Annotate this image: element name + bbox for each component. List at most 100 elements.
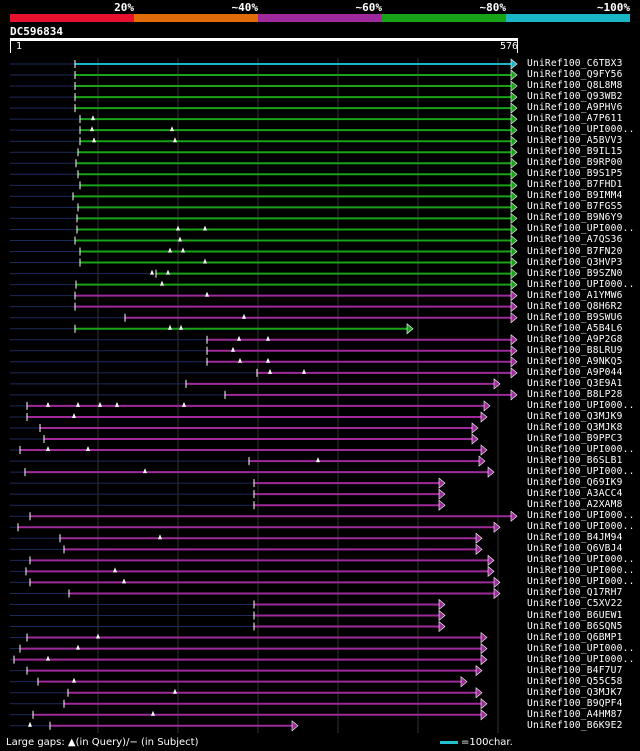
alignment-track[interactable] bbox=[10, 378, 501, 390]
alignment-track[interactable] bbox=[10, 345, 518, 357]
alignment-track[interactable] bbox=[10, 433, 479, 445]
alignment-track[interactable] bbox=[10, 477, 446, 489]
hit-label[interactable]: UniRef100_A9NKQ5 bbox=[527, 355, 623, 367]
hit-label[interactable]: UniRef100_B9N6Y9 bbox=[527, 212, 623, 224]
hit-label[interactable]: UniRef100_Q55C58 bbox=[527, 675, 623, 687]
hit-label[interactable]: UniRef100_C6TBX3 bbox=[527, 58, 623, 69]
hit-label[interactable]: UniRef100_A9P2G8 bbox=[527, 333, 623, 345]
hit-label[interactable]: UniRef100_B4JM94 bbox=[527, 532, 623, 544]
hit-label[interactable]: UniRef100_Q3MJK9 bbox=[527, 410, 623, 422]
alignment-track[interactable] bbox=[10, 676, 468, 688]
hit-label[interactable]: UniRef100_Q8H6R2 bbox=[527, 300, 623, 312]
alignment-track[interactable] bbox=[10, 598, 446, 611]
alignment-track[interactable] bbox=[10, 245, 518, 258]
hit-label[interactable]: UniRef100_B9IMM4 bbox=[527, 190, 623, 202]
alignment-track[interactable] bbox=[10, 212, 518, 225]
hit-label[interactable]: UniRef100_B9IL15 bbox=[527, 146, 623, 158]
alignment-track[interactable] bbox=[10, 334, 518, 346]
alignment-track[interactable] bbox=[10, 587, 501, 600]
alignment-track[interactable] bbox=[10, 289, 518, 302]
alignment-track[interactable] bbox=[10, 687, 483, 699]
alignment-track[interactable] bbox=[10, 124, 518, 136]
alignment-track[interactable] bbox=[10, 113, 518, 125]
hit-label[interactable]: UniRef100_B8LRU9 bbox=[527, 344, 623, 356]
hit-label[interactable]: UniRef100_B4F7U7 bbox=[527, 664, 623, 676]
hit-label[interactable]: UniRef100_A1YMW6 bbox=[527, 289, 623, 301]
hit-label[interactable]: UniRef100_B7FGS5 bbox=[527, 201, 623, 213]
alignment-track[interactable] bbox=[10, 411, 488, 423]
alignment-track[interactable] bbox=[10, 267, 518, 280]
hit-label[interactable]: UniRef100_UPI000.. bbox=[527, 278, 635, 290]
alignment-track[interactable] bbox=[10, 301, 518, 313]
alignment-track[interactable] bbox=[10, 499, 446, 511]
hit-label[interactable]: UniRef100_B7FHD1 bbox=[527, 179, 623, 191]
alignment-track[interactable] bbox=[10, 532, 483, 544]
hit-label[interactable]: UniRef100_Q93WB2 bbox=[527, 91, 623, 103]
hit-label[interactable]: UniRef100_UPI000.. bbox=[527, 521, 635, 533]
hit-label[interactable]: UniRef100_Q17RH7 bbox=[527, 587, 623, 599]
hit-label[interactable]: UniRef100_B9SWU6 bbox=[527, 311, 623, 323]
alignment-track[interactable] bbox=[10, 367, 518, 379]
hit-label[interactable]: UniRef100_Q6BMP1 bbox=[527, 631, 623, 643]
alignment-track[interactable] bbox=[10, 69, 518, 81]
alignment-track[interactable] bbox=[10, 543, 483, 555]
alignment-track[interactable] bbox=[10, 631, 488, 644]
hit-label[interactable]: UniRef100_Q3MJK7 bbox=[527, 686, 623, 698]
alignment-track[interactable] bbox=[10, 642, 488, 655]
hit-label[interactable]: UniRef100_C5XV22 bbox=[527, 598, 623, 610]
hit-label[interactable]: UniRef100_A3ACC4 bbox=[527, 488, 623, 500]
alignment-track[interactable] bbox=[10, 609, 446, 622]
alignment-track[interactable] bbox=[10, 389, 518, 401]
hit-label[interactable]: UniRef100_UPI000.. bbox=[527, 554, 635, 566]
hit-label[interactable]: UniRef100_UPI000.. bbox=[527, 565, 635, 577]
hit-label[interactable]: UniRef100_Q8L8M8 bbox=[527, 80, 623, 92]
hit-label[interactable]: UniRef100_A4HM87 bbox=[527, 708, 623, 720]
alignment-track[interactable] bbox=[10, 665, 483, 677]
hit-label[interactable]: UniRef100_A9P044 bbox=[527, 366, 623, 378]
hit-label[interactable]: UniRef100_Q9FY56 bbox=[527, 69, 623, 81]
alignment-track[interactable] bbox=[10, 256, 518, 269]
hit-label[interactable]: UniRef100_A2XAM8 bbox=[527, 499, 623, 511]
hit-label[interactable]: UniRef100_B6K9E2 bbox=[527, 719, 623, 731]
alignment-track[interactable] bbox=[10, 179, 518, 191]
hit-label[interactable]: UniRef100_UPI000.. bbox=[527, 466, 635, 478]
alignment-track[interactable] bbox=[10, 400, 491, 412]
alignment-track[interactable] bbox=[10, 91, 518, 103]
hit-label[interactable]: UniRef100_UPI000.. bbox=[527, 510, 635, 522]
hit-label[interactable]: UniRef100_Q3MJK8 bbox=[527, 421, 623, 433]
hit-label[interactable]: UniRef100_B6UEW1 bbox=[527, 609, 623, 621]
hit-label[interactable]: UniRef100_Q3HVP3 bbox=[527, 256, 623, 268]
hit-label[interactable]: UniRef100_B6SQN5 bbox=[527, 620, 623, 632]
hit-label[interactable]: UniRef100_UPI000.. bbox=[527, 124, 635, 136]
alignment-track[interactable] bbox=[10, 444, 488, 456]
hit-label[interactable]: UniRef100_B9SZN0 bbox=[527, 267, 623, 279]
hit-label[interactable]: UniRef100_UPI000.. bbox=[527, 223, 635, 235]
alignment-track[interactable] bbox=[10, 58, 518, 70]
alignment-track[interactable] bbox=[10, 576, 501, 589]
hit-label[interactable]: UniRef100_UPI000.. bbox=[527, 576, 635, 588]
hit-label[interactable]: UniRef100_B9RP00 bbox=[527, 157, 623, 169]
hit-label[interactable]: UniRef100_B6SLB1 bbox=[527, 455, 623, 467]
hit-label[interactable]: UniRef100_B7FN20 bbox=[527, 245, 623, 257]
alignment-track[interactable] bbox=[10, 168, 518, 180]
hit-label[interactable]: UniRef100_UPI000.. bbox=[527, 653, 635, 665]
hit-label[interactable]: UniRef100_UPI000.. bbox=[527, 444, 635, 456]
alignment-track[interactable] bbox=[10, 356, 518, 368]
alignment-track[interactable] bbox=[10, 201, 518, 214]
hit-label[interactable]: UniRef100_A5B4L6 bbox=[527, 322, 623, 334]
hit-label[interactable]: UniRef100_B9PPC3 bbox=[527, 433, 623, 445]
alignment-track[interactable] bbox=[10, 709, 488, 721]
alignment-track[interactable] bbox=[10, 157, 518, 169]
alignment-track[interactable] bbox=[10, 720, 299, 732]
hit-label[interactable]: UniRef100_B9QPF4 bbox=[527, 697, 623, 709]
hit-label[interactable]: UniRef100_A9PHV6 bbox=[527, 102, 623, 114]
alignment-track[interactable] bbox=[10, 521, 501, 533]
alignment-track[interactable] bbox=[10, 278, 518, 291]
alignment-track[interactable] bbox=[10, 223, 518, 236]
hit-label[interactable]: UniRef100_A7P611 bbox=[527, 113, 623, 125]
alignment-track[interactable] bbox=[10, 312, 518, 324]
hit-label[interactable]: UniRef100_A7QS36 bbox=[527, 234, 623, 246]
alignment-track[interactable] bbox=[10, 510, 518, 522]
alignment-track[interactable] bbox=[10, 455, 486, 467]
hit-label[interactable]: UniRef100_Q3E9A1 bbox=[527, 377, 623, 389]
